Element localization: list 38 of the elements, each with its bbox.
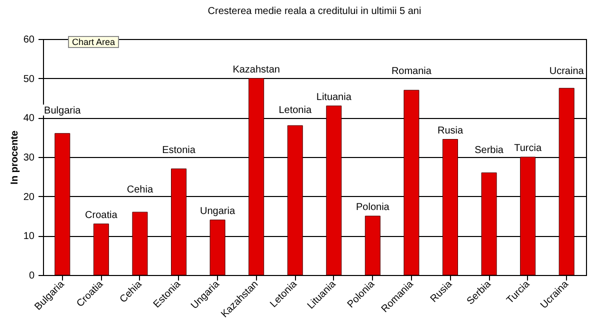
category-label: Croatia — [85, 210, 118, 221]
category-label: Romania — [391, 66, 432, 78]
chart-title: Cresterea medie reala a creditului in ultimii 5 ani — [208, 6, 422, 17]
bar — [481, 172, 497, 276]
category-label: Cehia — [126, 184, 154, 196]
y-tick-label: 50 — [23, 74, 35, 85]
y-tick-label: 0 — [28, 270, 35, 282]
category-label: Rusia — [437, 125, 464, 136]
bar — [93, 224, 109, 276]
bar — [248, 78, 264, 276]
bar — [442, 139, 458, 276]
bar — [558, 88, 574, 276]
category-label: Lituania — [316, 92, 352, 103]
category-label: Ucraina — [549, 66, 584, 77]
bar — [210, 220, 226, 276]
y-axis-title: In procente — [9, 130, 20, 184]
bar — [520, 156, 536, 276]
bar — [404, 90, 420, 276]
bar — [326, 106, 342, 276]
bar — [364, 216, 380, 276]
y-tick-label: 60 — [23, 34, 35, 46]
category-label: Turcia — [514, 143, 542, 154]
y-tick-label: 40 — [23, 113, 35, 124]
category-label: Ungaria — [200, 206, 236, 217]
y-tick-label: 10 — [23, 231, 35, 242]
category-label: Kazahstan — [232, 64, 280, 76]
category-label: Polonia — [356, 202, 390, 213]
category-label: Letonia — [278, 105, 312, 116]
bar — [287, 125, 303, 276]
bar — [132, 212, 148, 276]
y-tick-label: 30 — [23, 152, 35, 164]
bar — [54, 133, 70, 276]
annotation: Chart Area — [68, 36, 120, 48]
bar — [171, 168, 186, 276]
category-label: Serbia — [474, 145, 504, 156]
y-tick-label: 20 — [23, 192, 35, 203]
category-label: Bulgaria — [44, 106, 81, 117]
category-label: Estonia — [162, 144, 196, 156]
